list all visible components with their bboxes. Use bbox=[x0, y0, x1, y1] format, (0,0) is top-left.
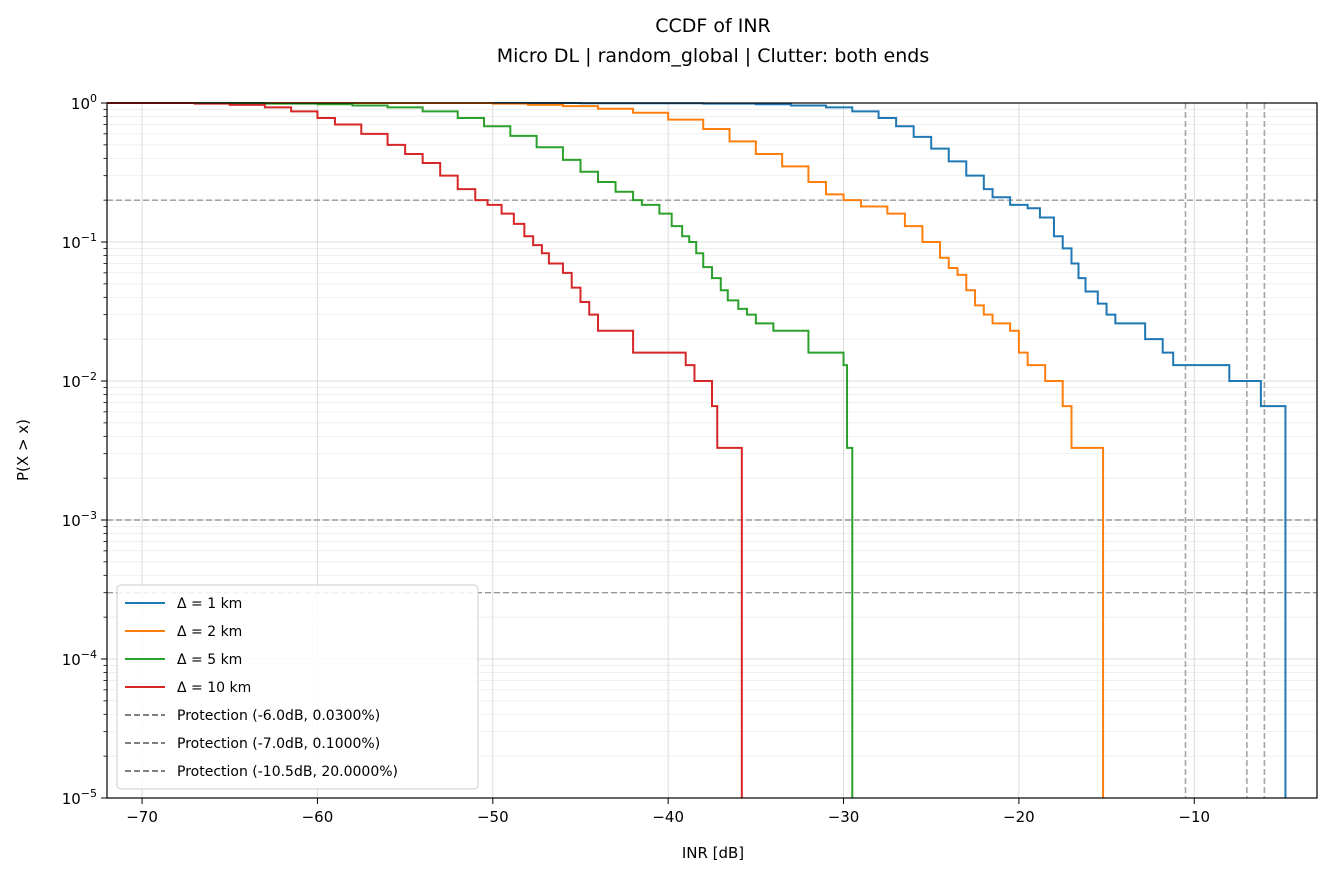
legend-label-1: Δ = 1 km bbox=[177, 596, 242, 612]
x-axis-label: INR [dB] bbox=[682, 844, 744, 862]
x-tick-label: −60 bbox=[302, 808, 334, 826]
y-tick-label: 10−2 bbox=[62, 370, 97, 391]
y-tick-label: 10−1 bbox=[62, 231, 97, 252]
legend-label-2: Δ = 2 km bbox=[177, 624, 242, 640]
legend-label-3: Δ = 5 km bbox=[177, 652, 242, 668]
x-tick-label: −20 bbox=[1003, 808, 1035, 826]
x-tick-label: −10 bbox=[1178, 808, 1210, 826]
legend: Δ = 1 km Δ = 2 km Δ = 5 km Δ = 10 km Protect… bbox=[116, 584, 479, 790]
chart-subtitle: Micro DL | random_global | Clutter: both… bbox=[497, 45, 930, 67]
legend-label-6: Protection (-7.0dB, 0.1000%) bbox=[177, 736, 380, 752]
legend-label-5: Protection (-6.0dB, 0.0300%) bbox=[177, 708, 380, 724]
x-tick-label: −40 bbox=[652, 808, 684, 826]
series-line-2 bbox=[107, 102, 1105, 798]
y-tick-label: 10−5 bbox=[62, 787, 97, 808]
series-line-3 bbox=[107, 102, 854, 798]
legend-label-7: Protection (-10.5dB, 20.0000%) bbox=[177, 764, 398, 780]
plot-area-frame bbox=[106, 102, 1318, 799]
y-tick-label: 100 bbox=[71, 92, 97, 113]
y-tick-label: 10−4 bbox=[62, 648, 97, 669]
protection-lines bbox=[107, 103, 1317, 798]
y-axis-ticks: 100 10−1 10−2 10−3 10−4 10−5 bbox=[62, 92, 107, 808]
series-line-1 bbox=[107, 102, 1287, 798]
y-tick-label: 10−3 bbox=[62, 509, 97, 530]
series-lines bbox=[107, 102, 1287, 798]
x-tick-label: −30 bbox=[828, 808, 860, 826]
series-line-4 bbox=[107, 102, 743, 798]
y-axis-label: P(X > x) bbox=[14, 419, 32, 481]
x-axis-ticks: −70 −60 −50 −40 −30 −20 −10 bbox=[126, 798, 1210, 826]
chart-title: CCDF of INR bbox=[655, 15, 771, 37]
legend-label-4: Δ = 10 km bbox=[177, 680, 251, 696]
x-tick-label: −50 bbox=[477, 808, 509, 826]
x-tick-label: −70 bbox=[126, 808, 158, 826]
legend-box bbox=[116, 584, 479, 790]
